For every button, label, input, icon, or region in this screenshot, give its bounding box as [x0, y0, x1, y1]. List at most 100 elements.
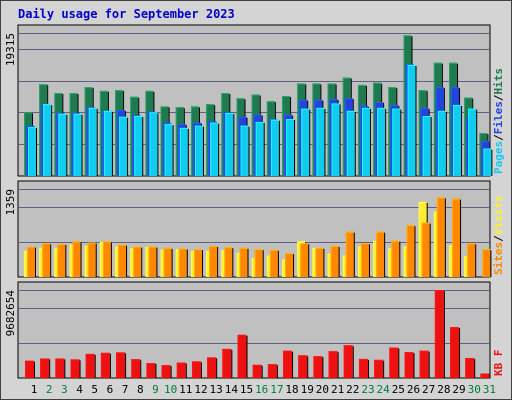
legend-part: /: [492, 235, 505, 242]
legend-part: Sites: [492, 242, 505, 275]
bar-pages-day-17: [270, 119, 280, 176]
bar-kbytes-day-28: [434, 290, 445, 378]
bar-kbytes-day-11: [176, 362, 187, 378]
day-label-11: 11: [179, 383, 192, 396]
legend-part: F: [492, 350, 505, 357]
bar-sites-day-28: [436, 197, 446, 277]
bar-pages-day-24: [377, 107, 387, 176]
bar-kbytes-day-22: [343, 345, 354, 378]
bar-kbytes-day-21: [328, 351, 339, 378]
legend-part: KB: [492, 362, 505, 376]
bar-sites-day-25: [391, 240, 401, 277]
legend-kbytes: KB F: [492, 350, 505, 377]
bar-pages-day-19: [301, 108, 311, 176]
day-label-29: 29: [452, 383, 465, 396]
bar-pages-day-10: [164, 124, 174, 176]
bar-sites-day-10: [163, 247, 173, 277]
bar-sites-day-21: [330, 245, 340, 277]
day-label-15: 15: [240, 383, 253, 396]
day-label-19: 19: [301, 383, 314, 396]
bar-kbytes-day-13: [207, 357, 218, 378]
bar-sites-day-9: [148, 246, 158, 277]
bar-pages-day-14: [225, 113, 235, 176]
bar-sites-day-20: [315, 247, 325, 277]
bar-kbytes-day-29: [450, 327, 461, 378]
day-label-10: 10: [164, 383, 177, 396]
bar-kbytes-day-15: [237, 334, 248, 378]
bar-kbytes-day-10: [161, 365, 172, 378]
day-label-13: 13: [210, 383, 223, 396]
bar-pages-day-2: [43, 104, 53, 176]
legend-part: Hits: [492, 68, 505, 95]
bar-pages-day-30: [468, 108, 478, 176]
bar-pages-day-29: [453, 104, 463, 176]
bar-kbytes-day-6: [100, 352, 111, 378]
y-max-label-visits-sites: 1359: [4, 189, 17, 216]
day-label-5: 5: [91, 383, 98, 396]
bar-pages-day-21: [331, 103, 341, 176]
bar-pages-day-3: [58, 113, 68, 176]
bar-pages-day-20: [316, 107, 326, 176]
bar-pages-day-5: [88, 107, 98, 176]
bar-sites-day-26: [406, 225, 416, 277]
bar-sites-day-5: [87, 242, 97, 277]
bar-kbytes-day-5: [85, 353, 96, 378]
bar-pages-day-25: [392, 108, 402, 176]
bar-pages-day-26: [407, 64, 417, 176]
bar-pages-day-27: [422, 116, 432, 176]
bar-pages-day-9: [149, 112, 159, 176]
day-label-9: 9: [152, 383, 159, 396]
legend-part: Visits: [492, 196, 505, 236]
bar-pages-day-11: [179, 127, 189, 176]
day-label-6: 6: [107, 383, 114, 396]
bar-sites-day-2: [42, 243, 52, 277]
bar-pages-day-1: [28, 127, 37, 176]
day-label-18: 18: [285, 383, 298, 396]
bar-kbytes-day-17: [267, 364, 278, 378]
bar-pages-day-28: [437, 110, 447, 176]
graph-title: Daily usage for September 2023: [18, 7, 235, 21]
bar-sites-day-17: [269, 249, 279, 277]
bar-sites-day-13: [209, 245, 219, 277]
bar-kbytes-day-8: [131, 359, 142, 378]
day-label-7: 7: [122, 383, 129, 396]
day-label-16: 16: [255, 383, 268, 396]
bar-sites-day-31: [482, 249, 492, 277]
bar-kbytes-day-12: [191, 361, 202, 378]
bar-sites-day-18: [285, 253, 295, 277]
bar-sites-day-30: [467, 243, 477, 277]
day-label-3: 3: [61, 383, 68, 396]
bar-kbytes-day-30: [465, 358, 476, 378]
bar-pages-day-4: [73, 113, 83, 176]
day-label-8: 8: [137, 383, 144, 396]
bar-kbytes-day-9: [146, 363, 157, 378]
day-label-28: 28: [437, 383, 450, 396]
bar-pages-day-7: [119, 116, 129, 176]
day-label-26: 26: [407, 383, 420, 396]
y-max-label-hits-files-pages: 19315: [4, 33, 17, 66]
bar-sites-day-27: [421, 222, 431, 277]
day-label-31: 31: [483, 383, 496, 396]
day-label-12: 12: [194, 383, 207, 396]
legend-part: /: [492, 94, 505, 101]
bar-sites-day-16: [254, 249, 264, 277]
bar-pages-day-31: [483, 148, 493, 176]
day-label-14: 14: [225, 383, 239, 396]
bar-kbytes-day-14: [222, 348, 233, 378]
day-label-17: 17: [270, 383, 283, 396]
bar-pages-day-15: [240, 125, 250, 176]
bar-kbytes-day-4: [70, 359, 81, 378]
day-label-1: 1: [31, 383, 38, 396]
bar-pages-day-22: [346, 110, 356, 176]
bar-kbytes-day-1: [25, 360, 35, 378]
bar-kbytes-day-31: [480, 373, 491, 378]
bar-kbytes-day-19: [298, 355, 309, 378]
day-label-30: 30: [468, 383, 481, 396]
bar-kbytes-day-25: [389, 347, 400, 378]
bar-sites-day-22: [345, 231, 355, 277]
bar-kbytes-day-23: [358, 358, 369, 378]
bar-pages-day-13: [210, 122, 220, 176]
bar-sites-day-15: [239, 247, 249, 277]
bar-kbytes-day-20: [313, 356, 324, 378]
